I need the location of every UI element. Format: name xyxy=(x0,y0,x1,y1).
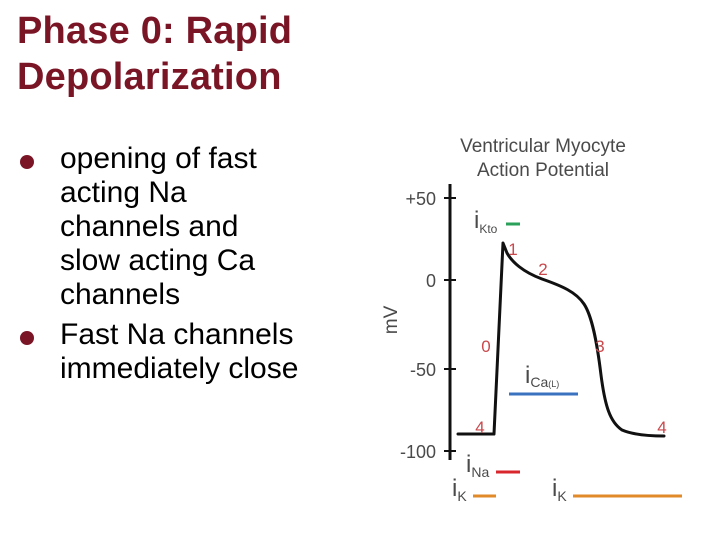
phase-label-2: 2 xyxy=(538,260,547,279)
phase-label-0: 0 xyxy=(481,337,490,356)
bullet-dot-icon xyxy=(20,155,34,169)
bullet-dot-icon xyxy=(20,331,34,345)
bullet-line: channels xyxy=(60,278,181,311)
action-potential-diagram: Ventricular Myocyte Action Potential +50… xyxy=(360,120,720,520)
diagram-title-line-2: Action Potential xyxy=(477,160,609,181)
current-label-ikto: iKto xyxy=(474,207,498,236)
bullet-item: Fast Na channels immediately close xyxy=(18,318,358,386)
diagram-title-line-1: Ventricular Myocyte xyxy=(460,136,626,157)
phase-label-4-right: 4 xyxy=(657,418,666,437)
bullet-list: opening of fast acting Na channels and s… xyxy=(18,142,358,392)
slide-title-line-2: Depolarization xyxy=(17,56,282,98)
bullet-item: opening of fast acting Na channels and s… xyxy=(18,142,358,312)
current-label-ina: iNa xyxy=(466,451,489,480)
slide-title-line-1: Phase 0: Rapid xyxy=(17,10,293,52)
action-potential-svg: Ventricular Myocyte Action Potential +50… xyxy=(381,136,682,504)
bullet-line: opening of fast xyxy=(60,142,257,175)
phase-label-3: 3 xyxy=(595,337,604,356)
y-tick-label: +50 xyxy=(405,189,436,209)
y-tick-label: -100 xyxy=(400,442,436,462)
y-tick-label: -50 xyxy=(410,360,436,380)
phase-label-1: 1 xyxy=(508,240,517,259)
y-tick-label: 0 xyxy=(426,271,436,291)
bullet-line: slow acting Ca xyxy=(60,244,256,277)
action-potential-trace xyxy=(456,241,666,438)
bullet-line: channels and xyxy=(60,210,239,243)
phase-label-4-left: 4 xyxy=(475,418,484,437)
bullet-line: acting Na xyxy=(60,176,187,209)
bullet-line: immediately close xyxy=(60,352,299,385)
current-label-ik-right: iK xyxy=(552,475,567,504)
slide-title: Phase 0: Rapid Depolarization xyxy=(17,8,292,100)
current-label-ik-left: iK xyxy=(452,475,467,504)
bullet-line: Fast Na channels xyxy=(60,318,294,351)
y-axis-label: mV xyxy=(381,305,402,334)
current-label-ical: iCa(L) xyxy=(525,362,559,390)
